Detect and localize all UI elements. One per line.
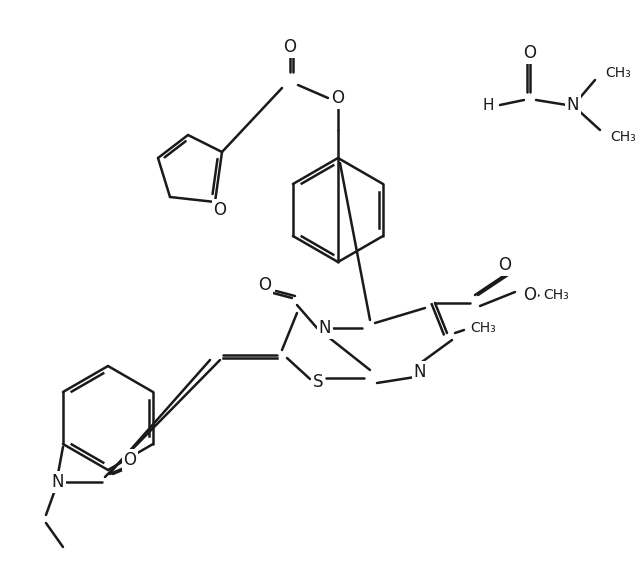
- Text: N: N: [413, 363, 426, 381]
- Text: CH₃: CH₃: [470, 321, 496, 335]
- Text: O: O: [524, 44, 536, 62]
- Text: O: O: [499, 256, 511, 274]
- Text: N: N: [52, 473, 64, 491]
- Text: O: O: [214, 201, 227, 219]
- Text: N: N: [567, 96, 579, 114]
- Text: N: N: [319, 319, 332, 337]
- Text: O: O: [332, 89, 344, 107]
- Text: O: O: [284, 38, 296, 56]
- Text: CH₃: CH₃: [610, 130, 636, 144]
- Text: CH₃: CH₃: [605, 66, 631, 80]
- Text: H: H: [483, 98, 493, 112]
- Text: O: O: [524, 286, 536, 304]
- Text: CH₃: CH₃: [543, 288, 569, 302]
- Text: O: O: [259, 276, 271, 294]
- Text: O: O: [124, 451, 136, 469]
- Text: S: S: [313, 373, 323, 391]
